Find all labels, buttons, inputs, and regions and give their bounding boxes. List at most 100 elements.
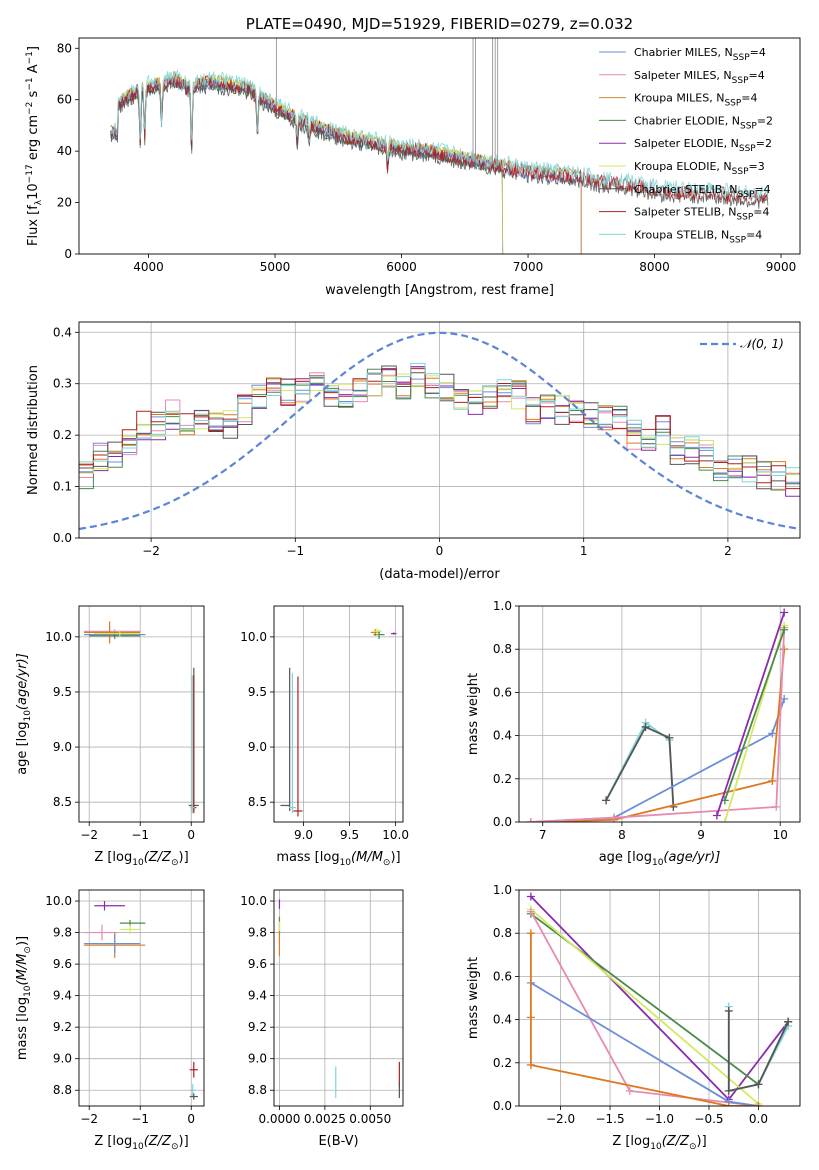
- legend-entry: Chabrier MILES, NSSP=4: [634, 46, 766, 63]
- weight-line: [530, 908, 759, 1105]
- y-tick-label: 0.6: [493, 685, 512, 699]
- label-part: Flux [f: [26, 205, 41, 246]
- x-tick-label: 1: [580, 544, 588, 558]
- y-tick-label: 0.6: [493, 969, 512, 983]
- y-tick-label: 0: [64, 247, 72, 261]
- x-tick-label: 7000: [513, 260, 544, 274]
- plot-area-mass-vs-ebv: [278, 899, 400, 1099]
- y-tick-label: 0.0: [493, 1099, 512, 1113]
- y-axis-label: mass weight: [466, 673, 481, 755]
- y-tick-label: 9.4: [53, 989, 72, 1003]
- y-tick-label: 0.1: [53, 480, 72, 494]
- weight-marker: [784, 1017, 793, 1026]
- error-bar-point: [293, 676, 303, 817]
- x-tick-label: −2: [80, 828, 98, 842]
- label-part: SSP: [738, 190, 755, 200]
- y-tick-label: 9.0: [53, 1052, 72, 1066]
- label-part: Z [log: [94, 1134, 132, 1149]
- weight-line: [723, 629, 786, 801]
- label-part: Salpeter MILES, N: [634, 69, 732, 82]
- axes-mass-vs-ebv: 0.0000 0.0025 0.0050 8.8 9.0 9.2 9.4 9.6 9.8 10.0…: [240, 889, 404, 1149]
- weight-marker: [609, 813, 618, 822]
- plot-area-massweight-vs-z: [526, 892, 793, 1106]
- label-part: 10: [23, 710, 33, 722]
- x-tick-label: −2: [80, 1112, 98, 1126]
- axes-frame: [518, 605, 801, 823]
- y-tick-label: 8.8: [53, 1083, 72, 1097]
- label-part: erg cm: [26, 115, 41, 164]
- y-tick-label: 8.8: [248, 1083, 267, 1097]
- label-part: ⊙: [171, 1142, 179, 1152]
- weight-marker: [526, 1013, 535, 1022]
- label-part: ⊙: [689, 1142, 697, 1152]
- legend-entry: Kroupa MILES, NSSP=4: [634, 92, 758, 109]
- error-bar-point: [94, 901, 125, 911]
- y-tick-label: 10.0: [45, 630, 72, 644]
- y-tick-label: 9.2: [248, 1020, 267, 1034]
- y-tick-label: 8.5: [248, 795, 267, 809]
- label-part: =4: [741, 92, 757, 105]
- error-bar-point: [189, 1093, 198, 1100]
- x-tick-label: 0: [436, 544, 444, 558]
- label-part: −1: [25, 51, 35, 64]
- x-tick-label: 6000: [386, 260, 417, 274]
- x-tick-label: 10.0: [382, 828, 409, 842]
- weight-marker: [526, 892, 535, 901]
- label-part: =2: [757, 114, 773, 127]
- legend-entry: Kroupa STELIB, NSSP=4: [634, 228, 762, 245]
- label-part: Chabrier STELIB, N: [634, 183, 738, 196]
- y-axis-label: mass [log10(M/M⊙)]: [15, 936, 33, 1060]
- label-part: mass [log: [276, 850, 339, 865]
- y-tick-label: 0.2: [493, 1056, 512, 1070]
- label-part: ⊙: [383, 858, 391, 868]
- label-part: (M/M: [15, 954, 30, 986]
- series-line-chabrier-elodie: [110, 80, 504, 254]
- weight-marker: [724, 1006, 733, 1015]
- label-part: 10: [132, 858, 144, 868]
- weight-line: [530, 649, 786, 822]
- label-part: A: [26, 64, 41, 77]
- label-part: Salpeter ELODIE, N: [634, 137, 739, 150]
- x-tick-label: 8000: [639, 260, 670, 274]
- label-part: 10: [26, 183, 41, 200]
- histogram-step: [79, 362, 800, 492]
- error-bar-point: [280, 667, 291, 811]
- weight-marker: [526, 929, 535, 938]
- y-tick-label: 0.2: [493, 772, 512, 786]
- axes-frame: [273, 605, 404, 823]
- x-tick-label: 8: [618, 828, 626, 842]
- label-part: )]: [697, 1134, 707, 1149]
- weight-marker: [768, 729, 777, 738]
- x-tick-label: 7: [539, 828, 547, 842]
- y-tick-label: 9.0: [248, 1052, 267, 1066]
- weight-marker: [720, 818, 729, 822]
- y-tick-label: 0.4: [493, 729, 512, 743]
- y-tick-label: 0.0: [53, 531, 72, 545]
- y-tick-label: 10.0: [240, 894, 267, 908]
- plot-area-age-vs-z: [84, 621, 199, 814]
- weight-marker: [526, 818, 535, 822]
- legend-entry: Kroupa ELODIE, NSSP=3: [634, 160, 765, 177]
- label-part: SSP: [740, 121, 757, 131]
- axes-residual-hist: −2 −1 0 1 2 0.0 0.1 0.2 0.3 0.4 (data-model)/error…: [26, 321, 801, 582]
- weight-marker: [625, 1086, 634, 1095]
- axes-age-vs-z: −2 −1 08.59.09.510.0Z [log10(Z/Z⊙)]age [lo…: [15, 605, 205, 868]
- y-axis-label: Normed distribution: [26, 365, 41, 495]
- x-tick-label: −1: [131, 828, 149, 842]
- plot-area-massweight-vs-age: [526, 608, 789, 822]
- weight-line: [727, 1011, 789, 1093]
- label-part: SSP: [733, 53, 750, 63]
- legend-entry: Salpeter STELIB, NSSP=4: [634, 206, 770, 223]
- error-bar-point: [84, 924, 118, 941]
- label-part: 10: [652, 858, 664, 868]
- label-part: )]: [15, 936, 30, 946]
- series-line-kroupa-stelib: [110, 68, 769, 202]
- y-tick-label: 9.2: [53, 1020, 72, 1034]
- chart-title: PLATE=0490, MJD=51929, FIBERID=0279, z=0…: [246, 15, 633, 33]
- label-part: =4: [753, 206, 769, 219]
- y-tick-label: 8.5: [53, 795, 72, 809]
- x-tick-label: 9: [697, 828, 705, 842]
- legend-entry: Chabrier STELIB, NSSP=4: [634, 183, 771, 200]
- label-part: ⊙: [23, 946, 33, 954]
- x-tick-label: −2.0: [546, 1112, 575, 1126]
